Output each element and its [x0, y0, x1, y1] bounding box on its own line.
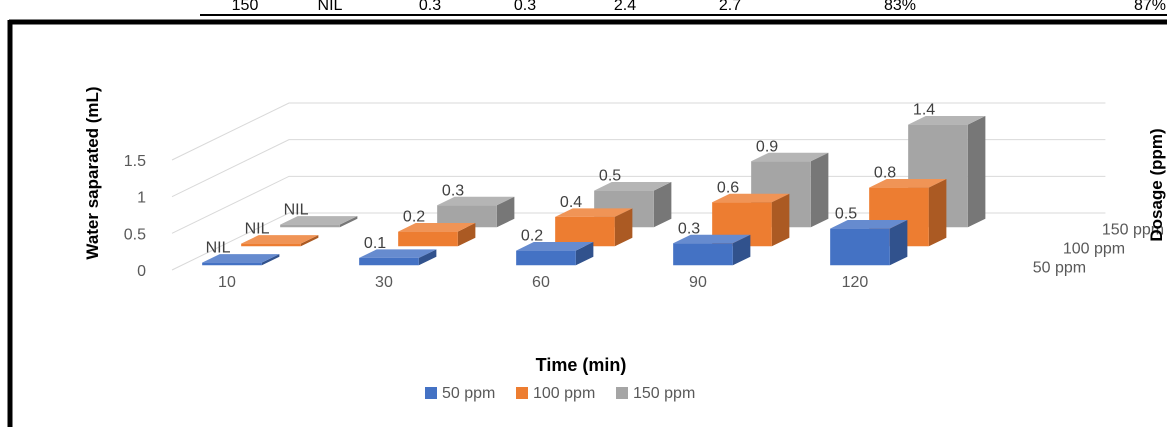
- table-cell: 2.7: [719, 0, 741, 14]
- legend-label: 100 ppm: [533, 385, 595, 402]
- data-label: 0.9: [756, 138, 778, 155]
- bar: 1.4: [908, 102, 986, 228]
- bar: NIL: [280, 202, 358, 228]
- table-cell: 87%: [1134, 0, 1166, 14]
- gridline: [171, 175, 1106, 234]
- legend-swatch: [616, 387, 628, 399]
- data-label: 0.2: [521, 228, 543, 245]
- depth-axis-label: 50 ppm: [1033, 259, 1086, 276]
- x-tick-label: 120: [842, 274, 869, 291]
- x-axis-title: Time (min): [536, 355, 627, 375]
- data-label: 0.6: [717, 179, 739, 196]
- data-label: 0.8: [874, 165, 896, 182]
- table-cell: 83%: [884, 0, 916, 14]
- data-label: 1.4: [913, 102, 935, 119]
- legend-item: 50 ppm: [425, 385, 495, 402]
- legend-item: 100 ppm: [516, 385, 595, 402]
- y-tick-label: 0: [137, 263, 146, 280]
- bars: NIL 0.3 0.5 0.9 1.4 NIL 0.2 0.4 0.6 0.8 NIL 0.1 0.2 0…: [202, 102, 986, 266]
- x-tick-label: 60: [532, 274, 550, 291]
- table-cell: 150: [232, 0, 259, 14]
- data-label: 0.3: [442, 182, 464, 199]
- depth-axis-label: 100 ppm: [1063, 240, 1125, 257]
- x-tick-label: 30: [375, 274, 393, 291]
- z-axis-title: Dosage (ppm): [1147, 128, 1166, 241]
- y-tick-label: 1: [137, 190, 146, 207]
- plot-area: 0 0.5 1 1.5 10 30 60 90 120 50 ppm 100 ppm 150 ppm N…: [124, 102, 1164, 291]
- bar: 0.5: [594, 168, 672, 228]
- data-label: NIL: [284, 202, 309, 219]
- bar: NIL: [202, 240, 280, 266]
- legend: 50 ppm 100 ppm 150 ppm: [425, 385, 695, 402]
- data-label: NIL: [206, 240, 231, 257]
- y-axis-title: Water saparated (mL): [83, 86, 102, 259]
- bar: 0.2: [516, 228, 594, 266]
- table-cell: 2.4: [614, 0, 636, 14]
- data-label: 0.3: [678, 220, 700, 237]
- table-cell: 0.3: [419, 0, 441, 14]
- x-tick-label: 10: [218, 274, 236, 291]
- top-table-fragment: 150 NIL 0.3 0.3 2.4 2.7 83% 87%: [200, 0, 1167, 16]
- data-label: 0.5: [599, 168, 621, 185]
- bar: 0.4: [555, 194, 633, 247]
- table-cell: NIL: [318, 0, 343, 14]
- data-label: 0.5: [835, 206, 857, 223]
- legend-label: 50 ppm: [442, 385, 495, 402]
- bar: 0.5: [830, 206, 908, 266]
- bar: 0.2: [398, 209, 476, 247]
- data-label: 0.2: [403, 209, 425, 226]
- legend-label: 150 ppm: [633, 385, 695, 402]
- depth-axis-label: 150 ppm: [1102, 221, 1164, 238]
- y-tick-label: 0.5: [124, 226, 146, 243]
- bar: 0.1: [359, 235, 437, 266]
- table-cell: 0.3: [514, 0, 536, 14]
- legend-item: 150 ppm: [616, 385, 695, 402]
- data-label: 0.1: [364, 235, 386, 252]
- gridline: [171, 102, 1106, 161]
- bar: 0.3: [437, 182, 515, 228]
- data-label: NIL: [245, 221, 270, 238]
- y-tick-label: 1.5: [124, 153, 146, 170]
- bar: 0.3: [673, 220, 751, 266]
- gridlines: [171, 102, 1106, 271]
- gridline: [171, 139, 1106, 198]
- data-label: 0.4: [560, 194, 582, 211]
- gridline: [171, 212, 1106, 271]
- legend-swatch: [516, 387, 528, 399]
- bar: NIL: [241, 221, 319, 247]
- legend-swatch: [425, 387, 437, 399]
- x-tick-label: 90: [689, 274, 707, 291]
